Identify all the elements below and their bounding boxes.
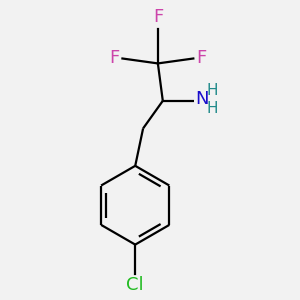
Text: F: F [153,8,163,26]
Text: H: H [206,83,218,98]
Text: F: F [196,50,206,68]
Text: H: H [206,101,218,116]
Text: N: N [195,90,209,108]
Text: F: F [109,50,119,68]
Text: Cl: Cl [126,276,144,294]
